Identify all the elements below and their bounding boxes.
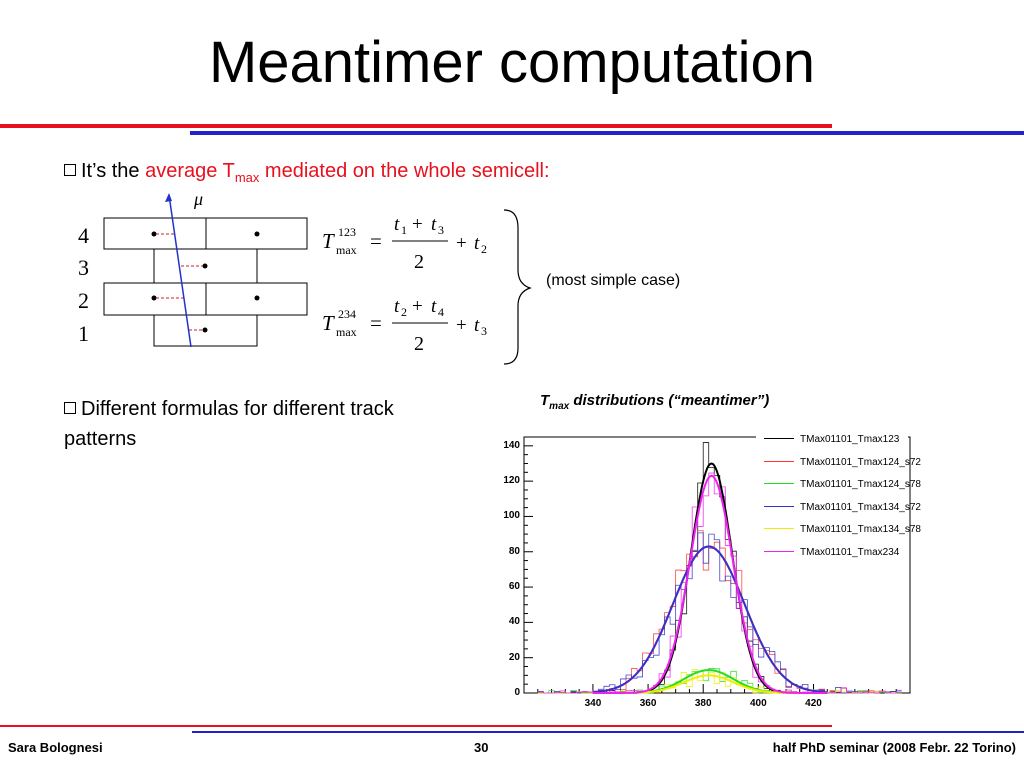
formula-tmax234: T 234 max = t 2 + t 4 2 + t 3 bbox=[322, 296, 487, 355]
legend-swatch bbox=[764, 505, 794, 507]
wire-2b bbox=[254, 295, 260, 301]
x-tick-label: 340 bbox=[584, 698, 602, 709]
legend-label: TMax01101_Tmax234 bbox=[800, 546, 900, 558]
legend-label: TMax01101_Tmax124_s72 bbox=[800, 456, 921, 468]
y-tick-label: 20 bbox=[508, 651, 520, 663]
muon-track bbox=[168, 194, 192, 348]
bullet1-red-text: average Tmax mediated on the whole semic… bbox=[145, 160, 550, 185]
x-tick-label: 360 bbox=[639, 698, 657, 709]
wire-4a bbox=[151, 231, 157, 237]
fit-curve-TMax01101_Tmax134_s72 bbox=[592, 545, 828, 694]
legend-item: TMax01101_Tmax234 bbox=[764, 547, 899, 558]
slide-title: Meantimer computation bbox=[208, 30, 816, 95]
header-rule-blue bbox=[190, 131, 1024, 135]
svg-text:2: 2 bbox=[414, 251, 424, 273]
legend-item: TMax01101_Tmax123 bbox=[764, 434, 899, 445]
legend-item: TMax01101_Tmax134_s72 bbox=[764, 502, 921, 513]
legend-item: TMax01101_Tmax134_s78 bbox=[764, 524, 921, 535]
checkbox-bullet-icon bbox=[64, 402, 76, 414]
svg-text:2: 2 bbox=[481, 242, 487, 256]
footer-rule-blue bbox=[192, 731, 1024, 733]
checkbox-bullet-icon bbox=[64, 164, 76, 176]
drift-cell-diagram: 4 3 2 1 μ bbox=[78, 189, 308, 348]
bullet2-text: Different formulas for different track p… bbox=[64, 398, 394, 450]
note-simple-case: (most simple case) bbox=[546, 272, 681, 289]
layer-label-4: 4 bbox=[78, 223, 89, 248]
x-tick-label: 400 bbox=[750, 698, 767, 709]
footer-event: half PhD seminar (2008 Febr. 22 Torino) bbox=[772, 740, 1016, 755]
y-tick-label: 140 bbox=[503, 439, 520, 451]
svg-text:=: = bbox=[370, 229, 382, 253]
svg-text:t: t bbox=[431, 296, 437, 317]
y-tick-label: 120 bbox=[503, 475, 520, 487]
chart-caption: Tmax distributions (“meantimer”) bbox=[540, 392, 770, 412]
legend-label: TMax01101_Tmax134_s78 bbox=[800, 524, 921, 535]
y-tick-label: 60 bbox=[508, 581, 520, 593]
svg-text:max: max bbox=[336, 243, 357, 257]
legend-item: TMax01101_Tmax124_s78 bbox=[764, 479, 921, 490]
svg-text:+: + bbox=[456, 315, 467, 336]
svg-text:t: t bbox=[394, 214, 400, 235]
curly-brace bbox=[503, 209, 532, 365]
formula-tmax123: T 123 max = t 1 + t 3 2 + t 2 bbox=[322, 214, 487, 273]
bullet-average-tmax: It’s the average Tmax mediated on the wh… bbox=[64, 160, 550, 185]
legend-swatch bbox=[764, 460, 794, 462]
svg-text:t: t bbox=[394, 296, 400, 317]
svg-text:+: + bbox=[412, 214, 423, 235]
layer-label-3: 3 bbox=[78, 255, 89, 280]
y-tick-label: 100 bbox=[503, 510, 520, 522]
svg-text:3: 3 bbox=[481, 324, 487, 338]
svg-text:123: 123 bbox=[338, 225, 356, 239]
svg-text:t: t bbox=[431, 214, 437, 235]
svg-text:T: T bbox=[322, 311, 335, 335]
legend-label: TMax01101_Tmax124_s78 bbox=[800, 479, 921, 490]
bullet-different-formulas: Different formulas for different track p… bbox=[64, 394, 464, 454]
header-rule-red bbox=[0, 124, 832, 128]
footer-rule-red bbox=[0, 725, 832, 727]
chart-plot-area bbox=[523, 436, 911, 694]
tmax-histogram-chart: 0 20 40 60 80 100 120 140 340 360 380 400 420 bbox=[480, 425, 920, 715]
legend-swatch bbox=[764, 483, 794, 484]
svg-text:1: 1 bbox=[401, 223, 407, 237]
bullet1-prefix: It’s the bbox=[81, 160, 146, 182]
cell-1a bbox=[153, 314, 258, 347]
fit-curve-TMax01101_Tmax234 bbox=[592, 474, 828, 694]
svg-text:2: 2 bbox=[401, 305, 407, 319]
legend-swatch bbox=[764, 438, 794, 439]
muon-arrow-icon bbox=[165, 193, 172, 202]
x-tick-label: 420 bbox=[805, 698, 822, 709]
meantimer-formulas: T 123 max = t 1 + t 3 2 + t 2 T 234 max … bbox=[322, 209, 532, 365]
legend-label: TMax01101_Tmax134_s72 bbox=[800, 501, 921, 513]
svg-text:2: 2 bbox=[414, 333, 424, 355]
svg-text:t: t bbox=[474, 233, 480, 254]
y-tick-label: 0 bbox=[514, 687, 520, 698]
svg-text:+: + bbox=[456, 233, 467, 254]
svg-text:=: = bbox=[370, 311, 382, 335]
legend-label: TMax01101_Tmax123 bbox=[800, 434, 900, 445]
wire-2a bbox=[151, 295, 157, 301]
wire-1 bbox=[202, 327, 208, 333]
svg-text:t: t bbox=[474, 315, 480, 336]
svg-text:3: 3 bbox=[438, 223, 444, 237]
footer-author: Sara Bolognesi bbox=[8, 740, 103, 755]
legend-swatch bbox=[764, 528, 794, 529]
svg-text:T: T bbox=[322, 229, 335, 253]
y-tick-label: 40 bbox=[508, 616, 520, 628]
y-tick-label: 80 bbox=[508, 545, 520, 557]
wire-4b bbox=[254, 231, 260, 237]
svg-text:max: max bbox=[336, 325, 357, 339]
svg-text:+: + bbox=[412, 296, 423, 317]
footer-page-number: 30 bbox=[474, 740, 489, 755]
x-tick-label: 380 bbox=[694, 698, 712, 709]
svg-text:234: 234 bbox=[338, 307, 356, 321]
wire-3 bbox=[202, 263, 208, 269]
legend-swatch bbox=[764, 550, 794, 552]
muon-label: μ bbox=[193, 189, 203, 209]
layer-label-1: 1 bbox=[78, 321, 89, 346]
svg-text:4: 4 bbox=[438, 305, 444, 319]
chart-legend: TMax01101_Tmax123 TMax01101_Tmax124_s72 TM… bbox=[756, 430, 921, 564]
legend-item: TMax01101_Tmax124_s72 bbox=[764, 457, 921, 468]
layer-label-2: 2 bbox=[78, 288, 89, 313]
